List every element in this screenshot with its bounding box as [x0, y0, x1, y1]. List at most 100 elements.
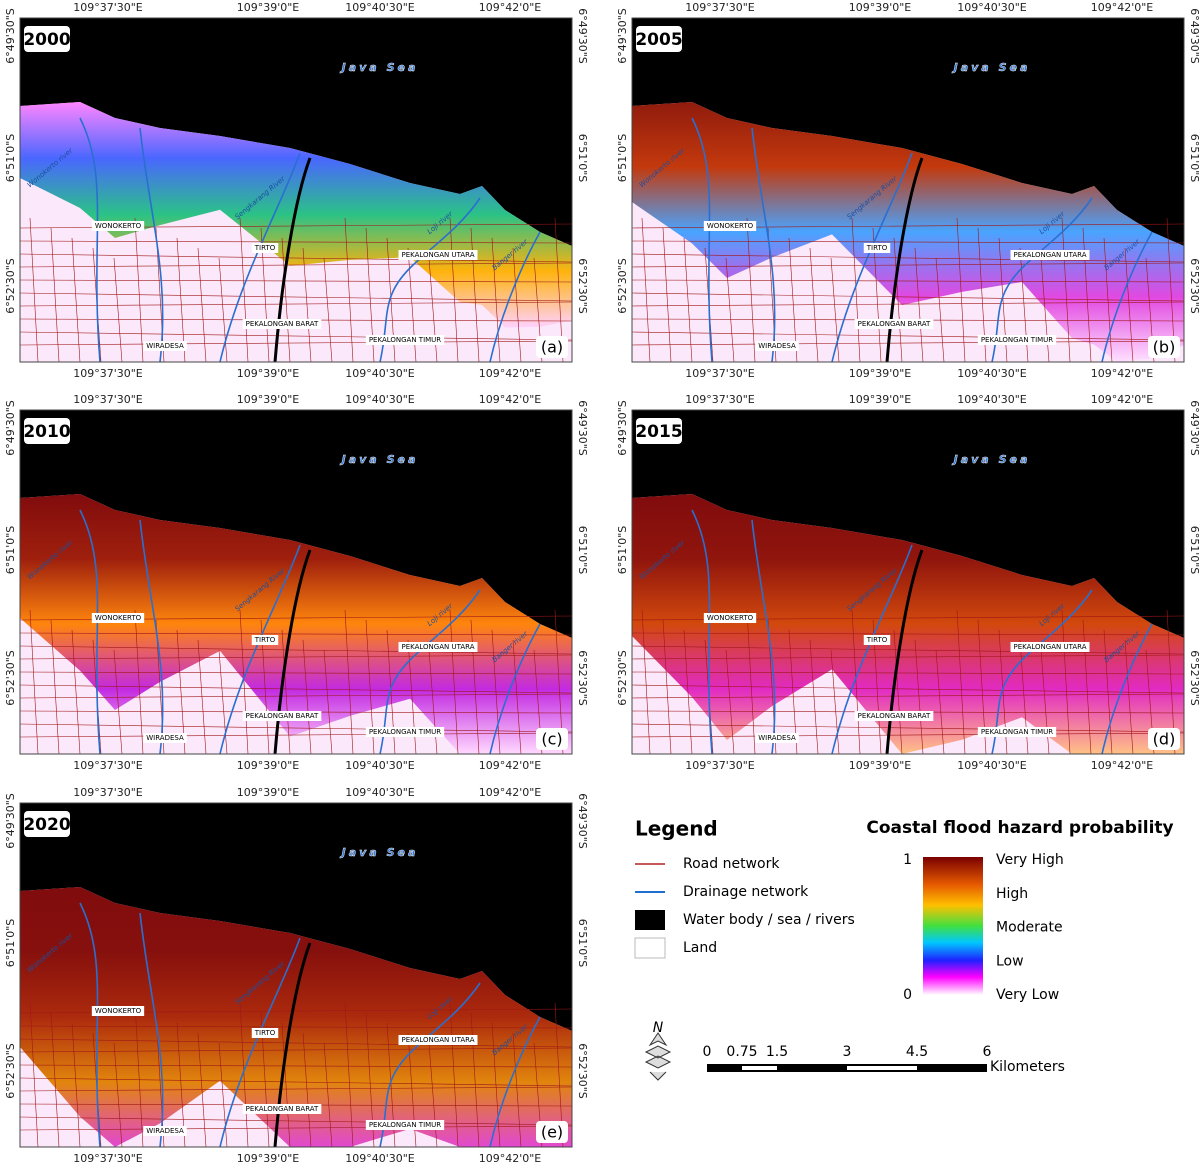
place-label-box [1010, 250, 1090, 260]
longitude-label: 109°40'30"E [345, 786, 415, 799]
latitude-label: 6°52'30"S [4, 258, 17, 314]
colorbar-class: Very Low [996, 987, 1059, 1003]
place-label-box [398, 250, 478, 260]
latitude-label: 6°51'0"S [4, 919, 17, 968]
river [489, 623, 541, 755]
road [71, 629, 81, 755]
drainage-network [691, 117, 1153, 363]
latitude-label: 6°49'30"S [4, 793, 17, 849]
place-label-box [251, 635, 279, 645]
place-label-box [365, 335, 445, 345]
road [641, 217, 651, 363]
north-label: N [653, 1020, 664, 1036]
place-label: WIRADESA [758, 342, 796, 350]
road [19, 253, 573, 263]
longitude-label: 109°37'30"E [685, 393, 755, 406]
road [29, 217, 39, 363]
panel-letter: (b) [1153, 338, 1176, 357]
panel-year: 2005 [635, 30, 682, 50]
drainage-network [79, 902, 541, 1148]
longitude-label: 109°39'0"E [849, 367, 912, 380]
road [218, 257, 228, 363]
letter-box [536, 1121, 568, 1143]
longitude-label: 109°40'30"E [345, 393, 415, 406]
road [19, 693, 573, 699]
road [29, 609, 39, 755]
road [281, 629, 291, 755]
letter-box [536, 728, 568, 750]
colorbar-min: 0 [903, 987, 912, 1003]
scale-segment [742, 1066, 760, 1070]
longitude-label: 109°39'0"E [237, 367, 300, 380]
road-network [19, 217, 573, 363]
river [489, 1016, 541, 1148]
latitude-label: 6°49'30"S [4, 400, 17, 456]
road [323, 257, 333, 363]
letter-box [1148, 728, 1180, 750]
latitude-label: 6°51'0"S [576, 134, 589, 183]
road [19, 1064, 573, 1068]
longitude-label: 109°37'30"E [685, 759, 755, 772]
panel-letter: (d) [1153, 730, 1176, 749]
place-label: TIRTO [866, 244, 888, 252]
river [1101, 623, 1153, 755]
road [631, 671, 1185, 675]
road [19, 1086, 573, 1092]
road [197, 247, 207, 363]
panel-frame [631, 17, 1185, 363]
land-swatch [634, 937, 666, 959]
place-label-box [863, 635, 891, 645]
latitude-label: 6°49'30"S [576, 400, 589, 456]
road [19, 632, 573, 636]
road [512, 1032, 522, 1148]
longitude-label: 109°42'0"E [479, 367, 542, 380]
place-label-box [251, 1028, 279, 1038]
place-label-box [365, 727, 445, 737]
place-label-box [854, 711, 934, 721]
road [218, 1042, 228, 1148]
road [281, 237, 291, 363]
latitude-label: 6°51'0"S [576, 919, 589, 968]
river [751, 127, 776, 363]
road [725, 257, 735, 363]
road [19, 262, 573, 268]
longitude-label: 109°39'0"E [849, 759, 912, 772]
longitude-label: 109°37'30"E [73, 367, 143, 380]
latitude-label: 6°52'30"S [576, 1043, 589, 1099]
panel-year: 2020 [23, 815, 70, 835]
road [830, 649, 840, 755]
place-label: PEKALONGAN BARAT [246, 320, 319, 328]
place-label: WONOKERTO [707, 222, 754, 230]
letter-box [1148, 336, 1180, 358]
longitude-label: 109°37'30"E [73, 1152, 143, 1165]
road [19, 671, 573, 675]
latitude-label: 6°51'0"S [576, 526, 589, 575]
road [830, 257, 840, 363]
longitude-label: 109°39'0"E [237, 1, 300, 14]
legend-title: Legend [635, 817, 718, 841]
road [662, 227, 672, 363]
road [50, 227, 60, 363]
road [631, 632, 1185, 636]
longitude-label: 109°42'0"E [479, 393, 542, 406]
letter-box [536, 336, 568, 358]
road [1124, 247, 1134, 363]
place-label-box [365, 1120, 445, 1130]
place-label-box [863, 243, 891, 253]
longitude-label: 109°39'0"E [237, 786, 300, 799]
road [19, 279, 573, 283]
road [19, 684, 573, 694]
longitude-label: 109°37'30"E [73, 1, 143, 14]
latitude-label: 6°51'0"S [616, 526, 629, 575]
road [29, 1002, 39, 1148]
legend-item: Land [683, 940, 717, 956]
latitude-label: 6°51'0"S [4, 134, 17, 183]
river [991, 589, 1093, 755]
road [19, 1116, 573, 1126]
place-label: WONOKERTO [707, 614, 754, 622]
river [691, 117, 713, 363]
longitude-label: 109°42'0"E [479, 759, 542, 772]
latitude-label: 6°51'0"S [616, 134, 629, 183]
road [19, 645, 573, 655]
